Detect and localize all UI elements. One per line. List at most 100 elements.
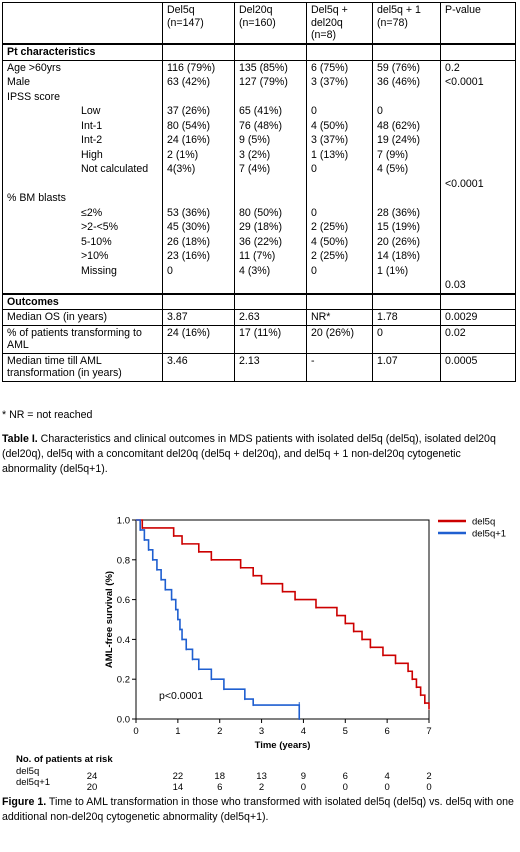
table-cell: 0 [162, 263, 235, 278]
x-tick-label: 0 [133, 726, 138, 737]
at-risk-value: 22 [173, 771, 184, 782]
table-row: IPSS score [2, 89, 516, 104]
table-caption-label: Table I. [2, 433, 38, 445]
table-cell [440, 234, 516, 249]
table-cell: 0 [372, 324, 441, 353]
table-cell: Pt characteristics [2, 43, 163, 61]
at-risk-value: 4 [384, 771, 389, 782]
table-cell: Not calculated [2, 162, 163, 177]
at-risk-value: 2 [426, 771, 431, 782]
table-cell: 20 (26%) [306, 324, 373, 353]
at-risk-value: 0 [343, 782, 348, 790]
table-cell: 1.07 [372, 352, 441, 382]
table-cell: 1 (1%) [372, 263, 441, 278]
table-cell: 0 [306, 205, 373, 220]
table-cell [2, 176, 163, 191]
table-cell [440, 205, 516, 220]
table-cell: 0 [306, 162, 373, 177]
table-cell [234, 191, 307, 206]
table-cell [234, 43, 307, 61]
x-tick-label: 3 [259, 726, 264, 737]
table-cell: 0 [372, 104, 441, 119]
table-cell [306, 191, 373, 206]
table-cell [162, 278, 235, 294]
table-caption-text: Characteristics and clinical outcomes in… [2, 433, 496, 475]
table-cell [440, 162, 516, 177]
series-line-del5q [136, 519, 430, 710]
table-cell: Male [2, 75, 163, 90]
table-cell [372, 43, 441, 61]
figure-caption-text: Time to AML transformation in those who … [2, 796, 514, 823]
table-row: % of patients transforming to AML 24 (16%… [2, 324, 516, 353]
table-cell: 36 (22%) [234, 234, 307, 249]
table-cell: 20 (26%) [372, 234, 441, 249]
table-row: Median OS (in years) 3.87 2.63 NR* 1.78 0.002… [2, 309, 516, 325]
table-cell: Int-1 [2, 118, 163, 133]
table-cell: 135 (85%) [234, 59, 307, 75]
table-cell: 80 (50%) [234, 205, 307, 220]
table-cell: Outcomes [2, 292, 163, 310]
table-cell: Int-2 [2, 133, 163, 148]
table-cell: % BM blasts [2, 191, 163, 206]
table-cell: Del5q (n=147) [162, 2, 235, 44]
table-cell: 0.03 [440, 278, 516, 294]
table-cell: 15 (19%) [372, 220, 441, 235]
table-cell: 23 (16%) [162, 249, 235, 264]
table-row: >2-<5% 45 (30%) 29 (18%) 2 (25%) 15 (19%) [2, 220, 516, 235]
x-tick-label: 7 [426, 726, 431, 737]
table-cell: 37 (26%) [162, 104, 235, 119]
table-cell: 4 (5%) [372, 162, 441, 177]
table-cell: 0.0029 [440, 309, 516, 325]
table-cell: 53 (36%) [162, 205, 235, 220]
table-cell [234, 278, 307, 294]
table-cell: 3 (37%) [306, 133, 373, 148]
table-cell [372, 176, 441, 191]
at-risk-value: 0 [426, 782, 431, 790]
table-cell: 17 (11%) [234, 324, 307, 353]
section-row: Outcomes [2, 292, 516, 310]
at-risk-value: 24 [87, 771, 98, 782]
at-risk-value: 2 [259, 782, 264, 790]
section-row: Pt characteristics [2, 43, 516, 61]
table-cell: del5q + 1 (n=78) [372, 2, 441, 44]
table-row: Low 37 (26%) 65 (41%) 0 0 [2, 104, 516, 119]
table-cell: 0 [306, 104, 373, 119]
table-row: Age >60yrs 116 (79%) 135 (85%) 6 (75%) 59 (7… [2, 59, 516, 75]
table-cell: 76 (48%) [234, 118, 307, 133]
table-cell: 3 (2%) [234, 147, 307, 162]
at-risk-value: 20 [87, 782, 98, 790]
table-row: Missing 0 4 (3%) 0 1 (1%) [2, 263, 516, 278]
table-cell: 0.0005 [440, 352, 516, 382]
y-tick-label: 0.8 [117, 555, 130, 566]
x-tick-label: 1 [175, 726, 180, 737]
table-cell [440, 43, 516, 61]
table-cell: 4(3%) [162, 162, 235, 177]
at-risk-value: 0 [301, 782, 306, 790]
table-cell: 28 (36%) [372, 205, 441, 220]
table-cell [440, 263, 516, 278]
table-cell: 0.02 [440, 324, 516, 353]
table-cell: 9 (5%) [234, 133, 307, 148]
table-cell [306, 43, 373, 61]
table-cell: Median time till AML transformation (in … [2, 352, 163, 382]
table-row: ≤2% 53 (36%) 80 (50%) 0 28 (36%) [2, 205, 516, 220]
y-axis-label: AML-free survival (%) [104, 571, 115, 668]
table-row: <0.0001 [2, 176, 516, 191]
table-row: Int-1 80 (54%) 76 (48%) 4 (50%) 48 (62%) [2, 118, 516, 133]
table-cell: 2 (25%) [306, 220, 373, 235]
table-cell: % of patients transforming to AML [2, 324, 163, 353]
table-footnote: * NR = not reached [2, 409, 93, 421]
table-cell [234, 292, 307, 310]
legend-label: del5q [472, 517, 495, 528]
table-cell: 1.78 [372, 309, 441, 325]
table-row: Male 63 (42%) 127 (79%) 3 (37%) 36 (46%) <0.0… [2, 75, 516, 90]
table-cell: 4 (3%) [234, 263, 307, 278]
table-cell [440, 249, 516, 264]
table-cell: Median OS (in years) [2, 309, 163, 325]
at-risk-value: 9 [301, 771, 306, 782]
table-cell: 6 (75%) [306, 59, 373, 75]
table-cell: 65 (41%) [234, 104, 307, 119]
table-cell: 3 (37%) [306, 75, 373, 90]
y-tick-label: 0.2 [117, 675, 130, 686]
table-cell: NR* [306, 309, 373, 325]
